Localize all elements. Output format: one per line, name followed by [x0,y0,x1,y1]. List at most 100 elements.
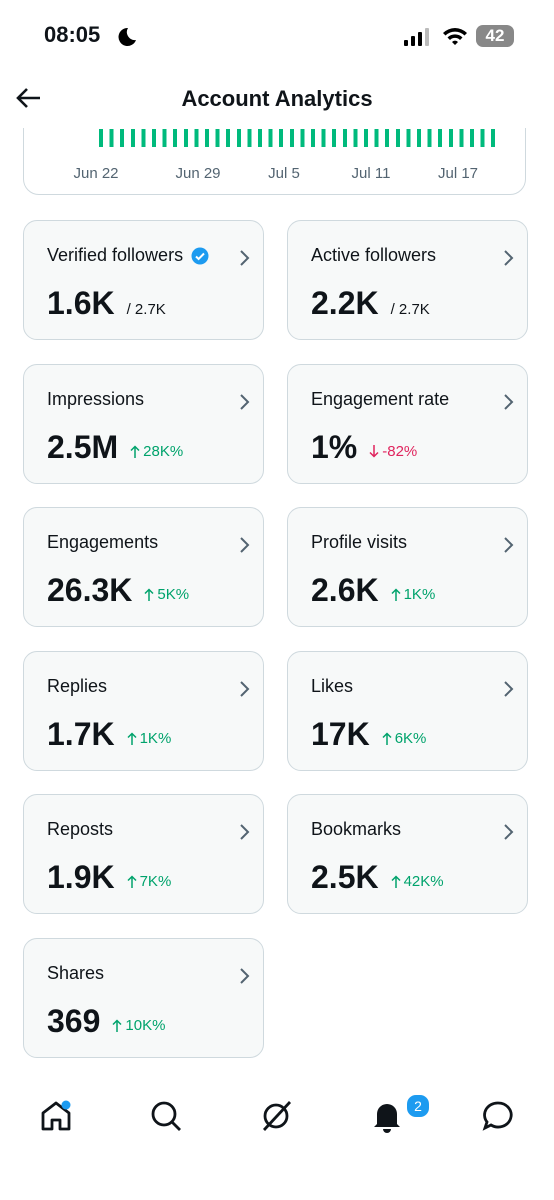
metric-row: 2.5K 42K% [311,859,444,896]
metric-label: Profile visits [311,532,408,553]
metric-label: Engagement rate [311,388,450,409]
metric-label: Verified followers [47,245,209,266]
change-text: 5K% [157,586,190,604]
chevron [240,681,250,697]
change-text: 1K% [403,586,436,604]
x-axis-label: Jun 29 [175,165,221,182]
signal-icon [404,28,429,46]
metric-row: 1.9K 7K% [47,859,171,896]
arrow-up [382,732,392,745]
metric-card[interactable]: Reposts 1.9K 7K% [23,794,264,915]
metric-row: 1.7K 1K% [47,716,171,753]
metric-total: / 2.7K [390,301,430,318]
metric-label: Replies [47,675,108,696]
change-text: 6K% [394,729,427,747]
metric-change: 6K% [382,729,427,747]
metric-label: Shares [47,963,105,983]
chevron [504,681,514,697]
metric-row: 2.2K / 2.7K [311,285,430,322]
metric-row: 17K 6K% [311,716,426,753]
metric-change: 7K% [127,873,172,891]
wifi-icon [443,28,467,45]
metric-change: 5K% [144,586,189,603]
metric-label: Impressions [47,388,145,409]
messages-tab[interactable] [480,1098,516,1134]
metric-change: -82% [369,443,417,460]
metric-value: 17K [311,715,370,752]
change-text: 7K% [139,873,172,891]
metric-total: / 2.7K [126,301,166,318]
arrow-up [144,588,154,602]
chevron [240,393,250,410]
change-text: -82% [382,442,418,460]
chevron [240,968,250,984]
metric-card[interactable]: Verified followers 1.6K / 2.7K [23,220,264,340]
arrow-down [369,444,379,458]
notifications-tab[interactable] [369,1098,405,1134]
arrow-up [130,445,140,458]
x-axis-label: Jun 22 [73,165,119,182]
metric-change: 1K% [127,729,172,747]
chevron [504,393,514,410]
arrow-up [127,875,137,889]
back-button[interactable] [14,86,42,110]
chevron [504,537,514,553]
page-title: Account Analytics [181,86,373,111]
x-axis-label: Jul 5 [268,165,300,182]
arrow-up [391,588,401,602]
metric-label: Reposts [47,819,114,840]
arrow-up [391,875,401,889]
metric-card[interactable]: Replies 1.7K 1K% [23,650,264,771]
change-text: 1K% [139,729,172,747]
chart-bars [99,129,499,147]
metric-value: 2.5M [47,428,119,465]
metric-value: 1% [311,428,358,465]
metric-label: Likes [311,675,354,696]
metric-card[interactable]: Engagement rate 1% -82% [287,363,528,484]
arrow-up [127,732,137,745]
metric-card[interactable]: Active followers 2.2K / 2.7K [287,220,528,340]
metric-row: 2.5M 28K% [47,429,183,466]
metric-card[interactable]: Profile visits 2.6K 1K% [287,507,528,628]
metric-value: 2.2K [311,285,379,321]
chevron [504,824,514,841]
battery: 42 [476,25,514,47]
x-axis-label: Jul 11 [351,165,391,182]
chevron [240,250,250,266]
change-text: 42K% [403,873,444,891]
metric-row: 2.6K 1K% [311,572,435,609]
metric-card[interactable]: Engagements 26.3K 5K% [23,507,264,628]
chevron [240,824,250,841]
grok-tab[interactable] [258,1098,294,1134]
metric-change: 28K% [130,443,183,460]
metric-value: 1.6K [47,285,115,321]
bottom-nav [0,1060,554,1200]
metric-value: 1.9K [47,859,115,896]
metric-value: 2.6K [311,572,379,609]
metric-row: 26.3K 5K% [47,572,189,609]
change-text: 10K% [125,1017,166,1034]
metric-row: 369 10K% [47,1003,165,1040]
home-tab[interactable] [38,1098,74,1134]
status-bar: 08:05 42 [0,0,554,70]
metric-change: 10K% [112,1017,165,1034]
header: Account Analytics [0,70,554,128]
clock: 08:05 [44,22,101,47]
arrow-up [112,1019,122,1032]
metric-card[interactable]: Bookmarks 2.5K 42K% [287,794,528,915]
metric-card[interactable]: Likes 17K 6K% [287,650,528,771]
verified-badge [191,247,209,265]
x-axis-label: Jul 17 [437,165,479,182]
metric-row: 1.6K / 2.7K [47,285,166,322]
metric-card[interactable]: Shares 369 10K% [23,938,264,1058]
metric-value: 2.5K [311,859,379,896]
metric-value: 369 [47,1003,101,1039]
change-text: 28K% [143,442,184,460]
chevron [504,250,514,266]
metric-label: Engagements [47,532,159,553]
search-tab[interactable] [148,1098,184,1134]
metric-card[interactable]: Impressions 2.5M 28K% [23,363,264,484]
metric-change: 42K% [391,873,444,890]
notification-badge: 2 [405,1093,431,1119]
